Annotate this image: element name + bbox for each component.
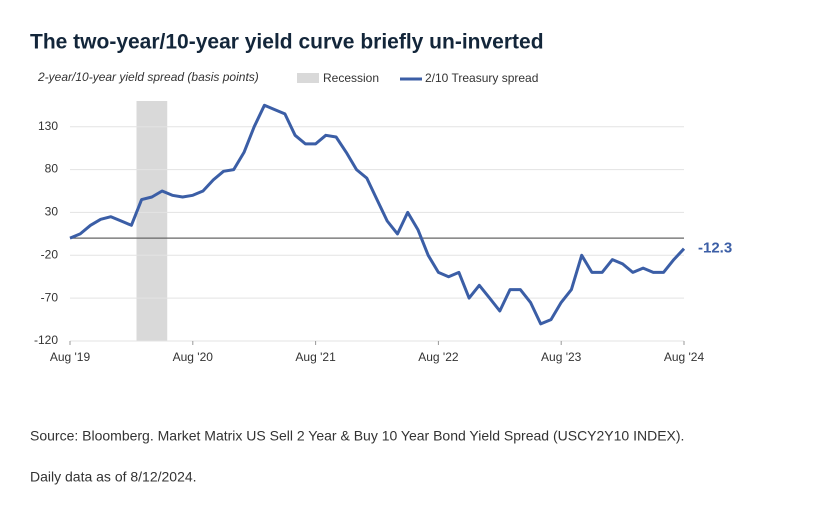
source: Source: Bloomberg. Market Matrix US Sell… xyxy=(30,428,684,444)
x-tick-label: Aug '23 xyxy=(541,350,582,364)
legend-label: 2/10 Treasury spread xyxy=(425,71,538,85)
y-axis-label: 2-year/10-year yield spread (basis point… xyxy=(37,70,259,84)
y-tick-label: -70 xyxy=(41,290,59,304)
legend-swatch xyxy=(297,73,319,83)
y-tick-label: 80 xyxy=(45,162,59,176)
x-tick-label: Aug '24 xyxy=(664,350,705,364)
spread-line xyxy=(69,103,686,326)
y-tick-label: 30 xyxy=(45,205,59,219)
x-tick-label: Aug '22 xyxy=(418,350,459,364)
y-tick-label: -20 xyxy=(41,247,59,261)
chart-title: The two-year/10-year yield curve briefly… xyxy=(30,31,544,54)
end-label: -12.3 xyxy=(698,240,732,257)
legend-label: Recession xyxy=(323,71,379,85)
recession-band xyxy=(136,101,168,341)
note: Daily data as of 8/12/2024. xyxy=(30,469,197,485)
x-tick-label: Aug '20 xyxy=(173,350,214,364)
y-tick-label: 130 xyxy=(38,119,58,133)
x-tick-label: Aug '21 xyxy=(295,350,336,364)
y-tick-label: -120 xyxy=(34,333,58,347)
x-tick-label: Aug '19 xyxy=(50,350,91,364)
